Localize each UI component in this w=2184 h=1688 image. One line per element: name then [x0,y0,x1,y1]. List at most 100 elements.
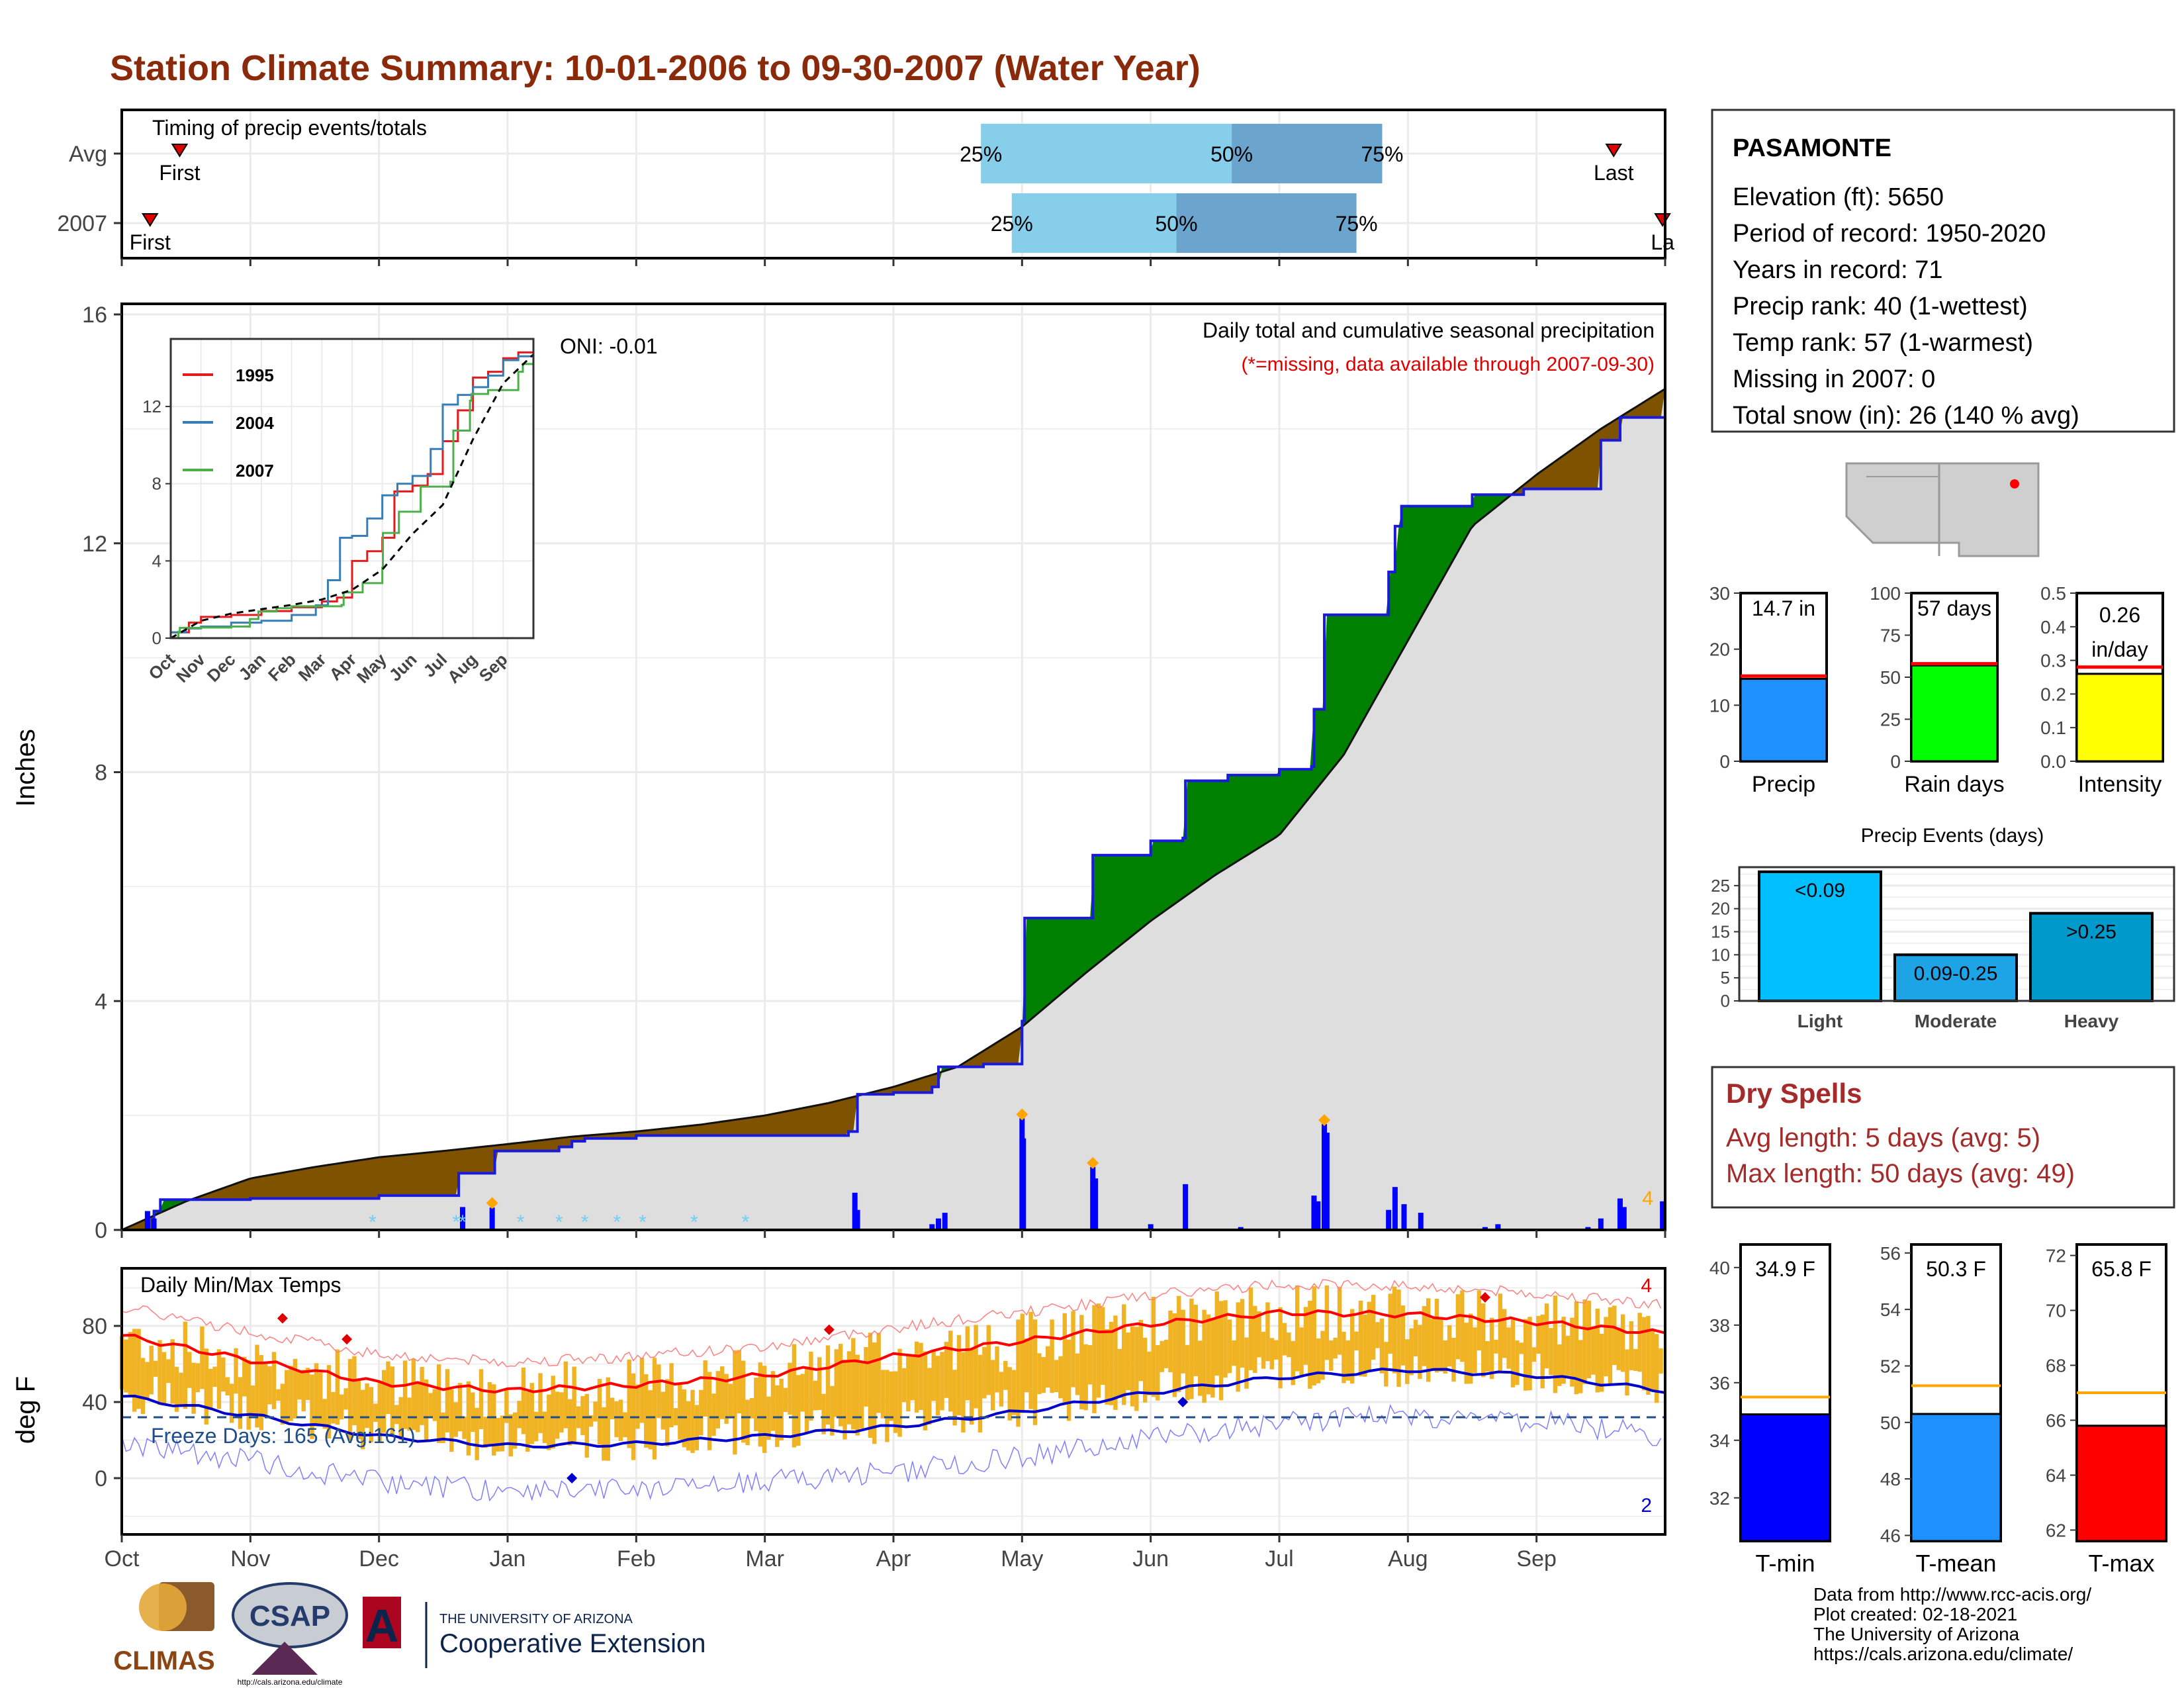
inset-y-tick-label: 12 [142,397,161,416]
snow-marker: * [555,1211,563,1233]
temp-bar-value: 65.8 F [2091,1257,2152,1281]
record-precip-marker [1318,1114,1331,1127]
daily-temp-bar [394,1405,399,1425]
daily-temp-bar [525,1391,530,1452]
daily-temp-bar [289,1366,293,1421]
daily-temp-bar [851,1338,856,1430]
daily-temp-bar [935,1356,940,1416]
daily-temp-bar [1337,1286,1342,1355]
temp-bar [1910,1413,2002,1542]
daily-temp-bar [965,1326,970,1401]
timing-marker-label: First [130,230,171,254]
daily-temp-bar [453,1402,458,1437]
daily-temp-bar [1506,1327,1511,1369]
daily-temp-bar [1540,1314,1545,1389]
daily-temp-bar [1515,1340,1520,1385]
daily-temp-bar [766,1396,771,1440]
daily-temp-bar [314,1363,319,1427]
daily-temp-bar [1650,1329,1655,1392]
timing-marker-label: Last [1594,161,1634,185]
daily-temp-bar [618,1399,623,1441]
timing-quartile-label: 25% [960,142,1002,166]
daily-temp-bar [517,1401,522,1429]
temp-bar-name: T-min [1756,1550,1815,1577]
station-info-line: Precip rank: 40 (1-wettest) [1733,293,2028,320]
daily-precip-bar [1183,1184,1189,1230]
daily-temp-bar [728,1383,733,1419]
daily-temp-bar [1464,1323,1469,1384]
daily-temp-bar [788,1362,792,1415]
summary-bar [1910,664,1999,763]
temp-bar-value: 50.3 F [1926,1257,1986,1281]
daily-precip-bar [1401,1204,1407,1230]
daily-temp-bar [158,1340,162,1405]
daily-temp-bar [588,1415,594,1427]
daily-temp-bar [377,1381,382,1442]
precip-y-tick-label: 0 [95,1218,107,1243]
daily-temp-bar [1003,1360,1008,1390]
observed-cumulative-line [122,389,1666,1231]
daily-temp-bar [660,1391,665,1430]
daily-temp-bar [1202,1309,1206,1403]
record-high-line [121,1279,1662,1368]
inset-legend-label: 1995 [236,365,274,385]
snow-marker: * [613,1211,621,1233]
daily-precip-bar [1392,1187,1398,1230]
daily-temp-bar [132,1329,137,1412]
daily-temp-bar [1278,1307,1283,1389]
daily-temp-bar [834,1349,839,1417]
daily-temp-bar [1113,1315,1118,1410]
summary-y-tick-label: 0.5 [2040,583,2066,604]
daily-temp-bar [1655,1334,1659,1403]
daily-temp-bar [356,1380,361,1440]
temp-bar-y-tick-label: 70 [2046,1301,2066,1321]
daily-temp-bar [1320,1331,1325,1380]
daily-temp-bar [1523,1319,1528,1391]
daily-temp-bar [1527,1317,1532,1391]
summary-y-tick-label: 0.0 [2040,751,2066,772]
temp-title: Daily Min/Max Temps [140,1273,341,1297]
temp-bar-y-tick-label: 38 [1709,1315,1730,1336]
daily-temp-bar [1020,1313,1025,1413]
daily-temp-bar [538,1373,543,1433]
daily-temp-bar [1223,1300,1228,1378]
daily-temp-bar [369,1387,374,1443]
temp-y-tick-label: 40 [82,1390,107,1415]
daily-temp-bar [1134,1327,1139,1411]
daily-precip-bar [1238,1227,1244,1230]
daily-temp-bar [1101,1307,1105,1385]
daily-temp-bar [1189,1298,1194,1399]
daily-temp-bar [1244,1337,1249,1389]
inset-legend-label: 2004 [236,413,274,433]
daily-temp-bar [153,1360,158,1377]
daily-temp-bar [1105,1329,1109,1405]
precip-events-y-tick-label: 5 [1721,968,1730,988]
daily-temp-bar [974,1325,978,1409]
daily-temp-bar [623,1412,627,1438]
daily-temp-bar [982,1346,987,1399]
daily-temp-bar [901,1368,907,1403]
daily-temp-bar [1122,1304,1126,1405]
summary-y-tick-label: 0.3 [2040,651,2066,671]
daily-temp-bar [745,1399,750,1446]
timing-marker [171,144,189,158]
inset-panel: 19952004200704812OctNovDecJanFebMarAprMa… [142,338,535,687]
daily-temp-bar [492,1384,496,1456]
daily-temp-bar [1312,1286,1316,1385]
daily-temp-bar [475,1407,479,1460]
daily-temp-bar [825,1345,831,1425]
station-info-line: Elevation (ft): 5650 [1733,183,1944,211]
daily-temp-bar [1096,1303,1101,1398]
daily-temp-bar [1028,1311,1033,1409]
daily-temp-bar [1637,1313,1642,1372]
daily-temp-bar [1641,1317,1647,1391]
daily-temp-bar [208,1368,213,1410]
daily-temp-bar [1041,1357,1046,1393]
summary-y-tick-label: 10 [1709,695,1730,716]
ua-logo-letter: A [365,1600,399,1652]
record-high-marker [1479,1291,1490,1303]
daily-precip-bar [1386,1209,1392,1230]
daily-temp-bar [1037,1353,1042,1395]
daily-temp-bar [657,1364,661,1419]
daily-temp-bar [496,1417,500,1452]
